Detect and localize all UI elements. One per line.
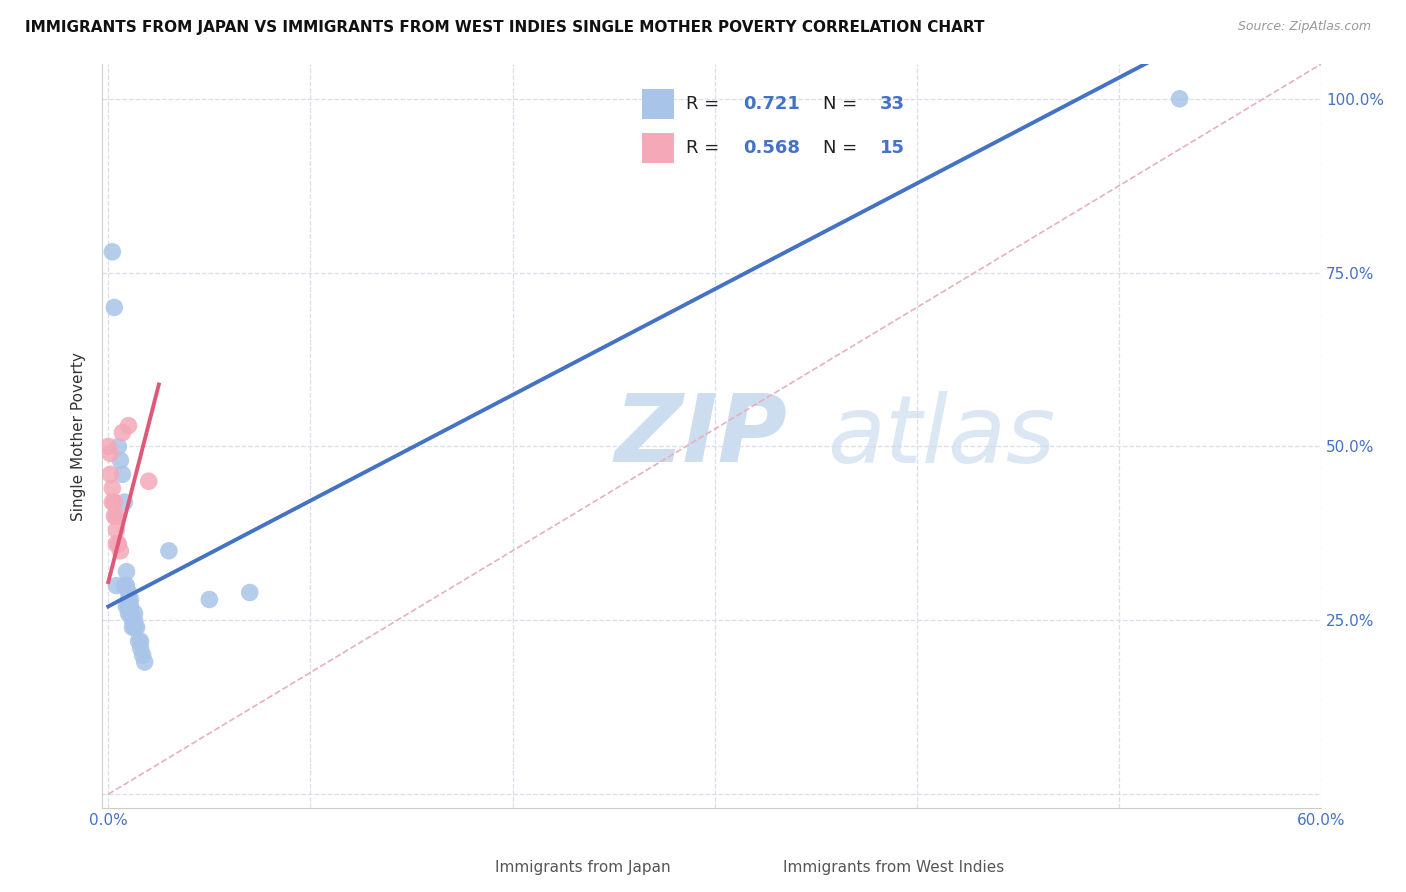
Point [101,244,124,259]
Point [124,620,146,634]
Point [105,537,128,551]
Point [125,620,148,634]
Point [117,418,139,433]
Point [134,655,156,669]
Point [120,607,142,621]
Point [128,634,150,648]
Point [107,537,129,551]
Point [129,634,152,648]
Point [101,481,124,495]
Point [107,440,129,454]
Text: atlas: atlas [828,391,1056,482]
Point [103,495,125,509]
Text: ZIP: ZIP [614,390,787,482]
Point [110,543,132,558]
Point [129,641,152,656]
Text: Immigrants from West Indies: Immigrants from West Indies [783,860,1004,874]
Point [117,585,139,599]
Text: Immigrants from Japan: Immigrants from Japan [495,860,671,874]
Point [120,592,142,607]
Point [198,592,221,607]
Point [124,613,146,627]
Point [121,620,143,634]
Point [239,585,262,599]
Y-axis label: Single Mother Poverty: Single Mother Poverty [72,351,86,521]
Point [111,425,134,440]
Point [98,446,121,460]
Point [120,599,142,614]
Point [105,523,128,537]
Point [110,453,132,467]
Point [157,543,180,558]
Point [117,592,139,607]
Point [1168,92,1191,106]
Point [138,475,160,489]
Point [115,578,138,592]
Point [117,599,139,614]
Point [103,301,125,315]
Point [114,578,136,592]
Point [131,648,153,662]
Point [124,607,146,621]
Point [115,599,138,614]
Point [103,509,125,524]
Point [115,565,138,579]
Text: Source: ZipAtlas.com: Source: ZipAtlas.com [1237,20,1371,33]
Point [114,495,136,509]
Point [117,607,139,621]
Point [105,578,128,592]
Point [121,613,143,627]
Point [105,509,128,524]
Point [98,467,121,482]
Point [101,495,124,509]
Point [97,440,120,454]
Point [111,467,134,482]
Text: IMMIGRANTS FROM JAPAN VS IMMIGRANTS FROM WEST INDIES SINGLE MOTHER POVERTY CORRE: IMMIGRANTS FROM JAPAN VS IMMIGRANTS FROM… [25,20,984,35]
